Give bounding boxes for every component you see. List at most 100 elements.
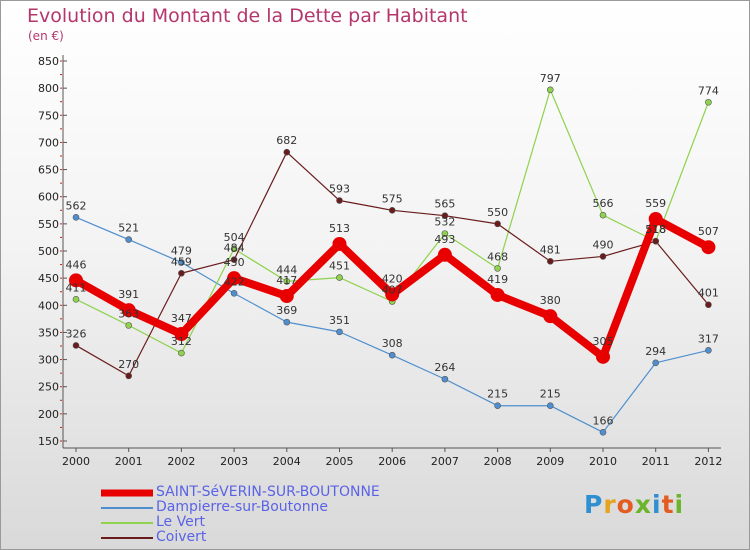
data-point-1 (494, 402, 501, 410)
data-label-2: 363 (118, 307, 139, 320)
data-label-3: 682 (276, 134, 297, 147)
data-point-3 (72, 342, 80, 349)
legend-swatch-2 (101, 522, 153, 524)
data-point-3 (178, 269, 185, 277)
data-point-2 (441, 230, 449, 237)
data-point-2 (283, 278, 291, 285)
data-label-1: 479 (171, 244, 192, 257)
y-tick-label: 350 (38, 326, 59, 339)
data-label-0: 391 (118, 288, 139, 301)
data-label-3: 326 (66, 327, 87, 340)
y-tick-label: 800 (38, 82, 59, 95)
data-label-2: 407 (382, 283, 403, 296)
x-tick-label: 2012 (694, 455, 722, 468)
data-label-1: 422 (224, 275, 245, 288)
x-tick-label: 2000 (62, 455, 90, 468)
data-point-3 (336, 197, 343, 204)
logo-letter: o (616, 490, 635, 519)
logo-letter: i (674, 490, 685, 519)
y-tick-label: 650 (38, 164, 59, 177)
data-label-0: 559 (645, 197, 666, 210)
x-tick-label: 2004 (273, 455, 301, 468)
data-label-0: 380 (540, 294, 561, 307)
data-point-0 (227, 271, 242, 286)
data-label-3: 575 (382, 192, 403, 205)
data-point-3 (230, 256, 238, 263)
data-point-2 (230, 245, 238, 253)
data-label-1: 166 (593, 414, 614, 427)
data-label-3: 459 (171, 255, 192, 268)
x-tick-label: 2003 (220, 455, 248, 468)
data-label-2: 312 (171, 335, 192, 348)
data-point-3 (441, 212, 449, 220)
x-tick-label: 2010 (589, 455, 617, 468)
data-label-3: 481 (540, 243, 561, 256)
x-tick-label: 2011 (642, 455, 670, 468)
data-label-3: 484 (224, 242, 245, 255)
data-label-1: 264 (434, 361, 455, 374)
y-tick-label: 250 (38, 381, 59, 394)
data-point-1 (336, 328, 343, 336)
data-point-2 (546, 86, 554, 94)
chart-title: Evolution du Montant de la Dette par Hab… (27, 5, 468, 27)
data-point-0 (648, 211, 663, 226)
data-label-2: 504 (224, 231, 245, 244)
data-point-1 (125, 236, 132, 243)
data-point-1 (546, 402, 554, 410)
data-label-0: 450 (224, 256, 245, 269)
y-tick-label: 600 (38, 191, 59, 204)
data-point-0 (701, 240, 716, 255)
logo-letter: x (634, 490, 652, 519)
data-point-3 (494, 220, 501, 228)
data-point-3 (125, 372, 132, 380)
data-label-3: 270 (118, 358, 139, 371)
logo-letter: P (584, 490, 604, 519)
legend-label-0: SAINT-SéVERIN-SUR-BOUTONNE (156, 484, 380, 500)
legend: SAINT-SéVERIN-SUR-BOUTONNE Dampierre-sur… (101, 485, 380, 545)
data-label-2: 468 (487, 250, 508, 263)
data-point-1 (441, 375, 449, 383)
data-point-0 (279, 289, 294, 304)
data-label-3: 518 (645, 223, 666, 236)
y-tick-label: 400 (38, 299, 59, 312)
proxiti-logo: Proxiti (584, 490, 684, 519)
data-point-1 (178, 259, 185, 266)
data-point-0 (385, 287, 400, 302)
data-label-2: 518 (645, 223, 666, 236)
x-tick-label: 2006 (378, 455, 406, 468)
data-point-2 (599, 211, 607, 219)
data-point-0 (543, 309, 558, 324)
y-tick-label: 850 (38, 55, 59, 68)
data-label-2: 774 (698, 84, 719, 97)
y-tick-label: 450 (38, 272, 59, 285)
data-label-0: 305 (593, 335, 614, 348)
data-point-1 (283, 318, 291, 326)
x-tick-label: 2007 (431, 455, 459, 468)
data-point-3 (546, 258, 554, 265)
data-point-0 (174, 327, 189, 342)
data-label-1: 317 (698, 332, 719, 345)
legend-swatch-0 (101, 489, 153, 497)
legend-item-1: Dampierre-sur-Boutonne (101, 500, 380, 515)
data-label-2: 444 (276, 263, 297, 276)
data-point-0 (490, 287, 505, 302)
legend-label-1: Dampierre-sur-Boutonne (156, 499, 329, 515)
data-label-1: 308 (382, 337, 403, 350)
y-tick-label: 550 (38, 218, 59, 231)
logo-letter: i (652, 490, 662, 519)
y-tick-label: 700 (38, 136, 59, 149)
data-label-0: 419 (487, 273, 508, 286)
data-label-1: 294 (645, 345, 666, 358)
data-label-0: 513 (329, 222, 350, 235)
data-point-1 (599, 429, 607, 436)
data-point-3 (599, 253, 607, 260)
data-label-0: 446 (66, 258, 87, 271)
legend-swatch-3 (101, 537, 153, 539)
data-point-3 (388, 206, 396, 214)
y-tick-label: 750 (38, 109, 59, 122)
y-tick-label: 300 (38, 354, 59, 367)
data-label-3: 401 (698, 287, 719, 300)
data-label-2: 451 (329, 260, 350, 273)
x-tick-label: 2009 (536, 455, 564, 468)
data-point-0 (121, 303, 136, 318)
